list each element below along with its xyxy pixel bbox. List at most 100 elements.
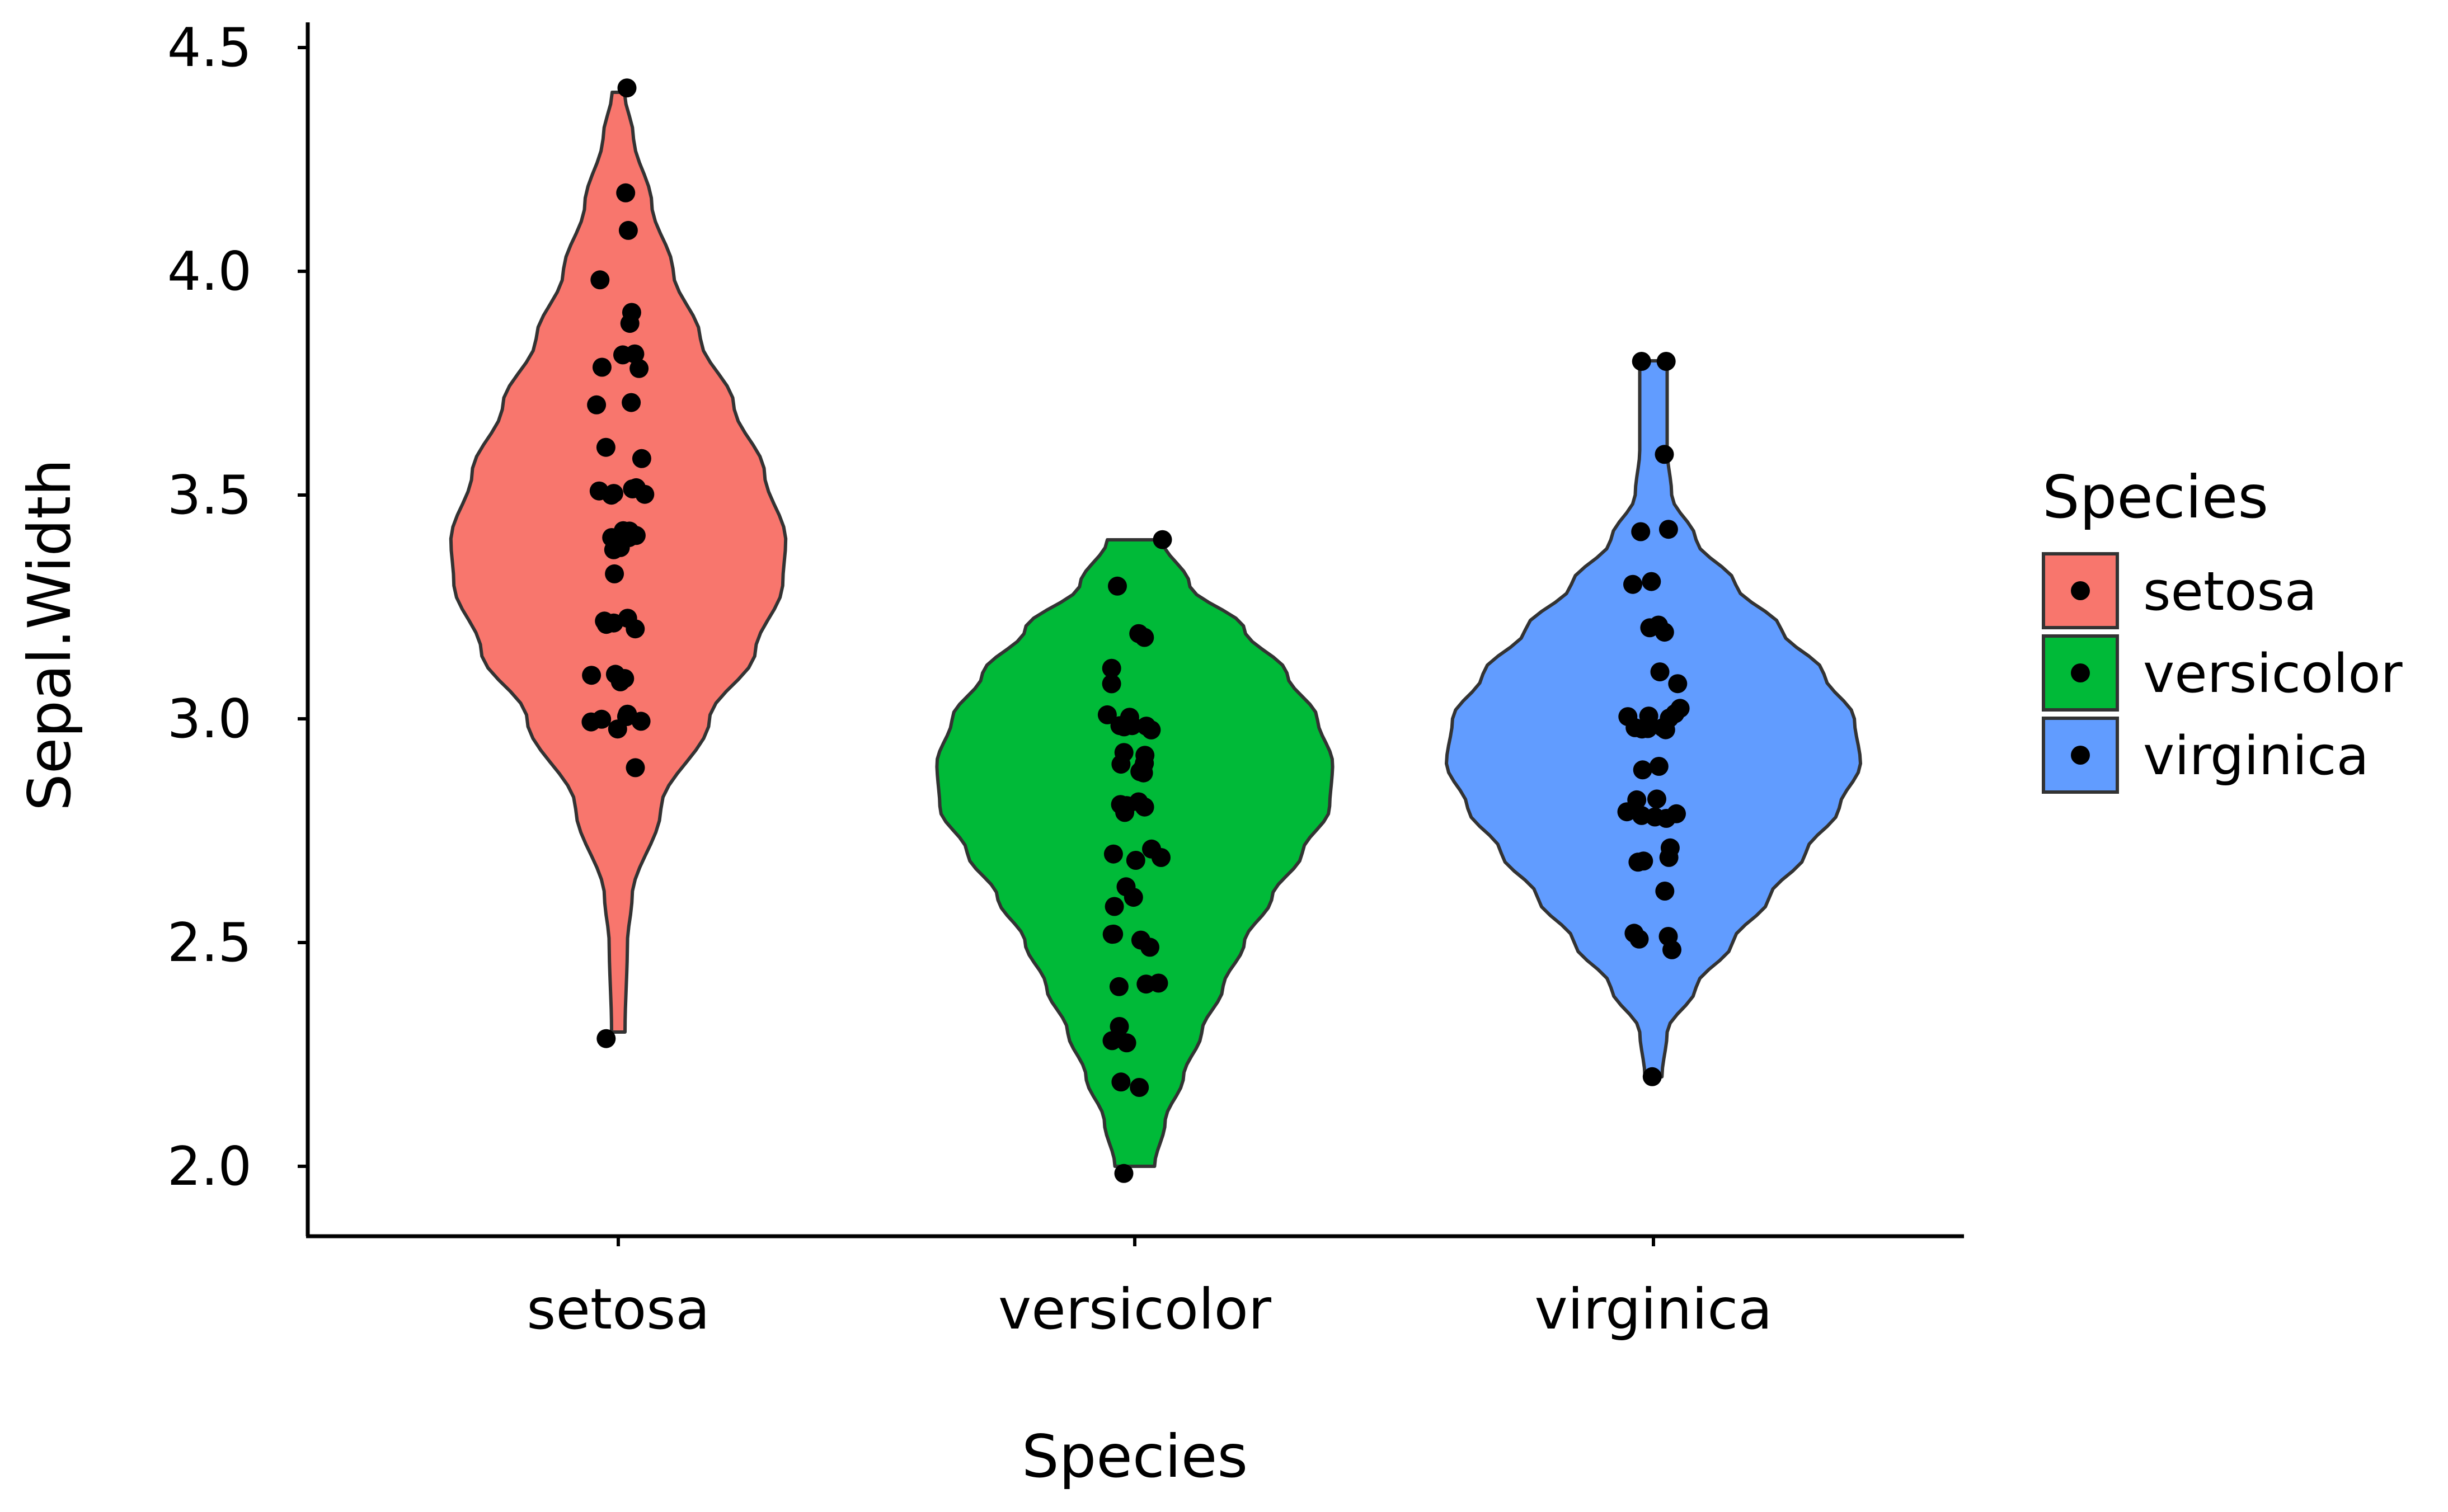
point-virginica <box>1658 927 1678 946</box>
point-versicolor <box>1105 897 1124 916</box>
point-virginica <box>1649 615 1668 635</box>
point-virginica <box>1645 807 1665 827</box>
legend-label-virginica: virginica <box>2143 726 2369 787</box>
point-virginica <box>1631 522 1651 541</box>
point-versicolor <box>1130 1078 1149 1097</box>
point-virginica <box>1642 1067 1662 1086</box>
point-versicolor <box>1120 708 1139 727</box>
point-versicolor <box>1116 877 1136 897</box>
point-setosa <box>596 1029 616 1048</box>
legend-item-versicolor: versicolor <box>2042 634 2403 712</box>
x-tick-label: versicolor <box>998 1277 1272 1342</box>
point-virginica <box>1655 445 1674 464</box>
y-tick-label: 4.5 <box>167 17 252 79</box>
point-setosa <box>616 183 636 202</box>
y-tick-label: 3.5 <box>167 465 252 526</box>
y-tick-label: 3.0 <box>167 689 252 750</box>
point-setosa <box>592 357 612 377</box>
point-versicolor <box>1129 624 1149 643</box>
point-versicolor <box>1104 924 1124 944</box>
point-versicolor <box>1097 705 1117 724</box>
point-virginica <box>1655 882 1675 901</box>
point-virginica <box>1647 789 1666 809</box>
point-virginica <box>1623 574 1642 594</box>
y-tick-label: 2.5 <box>167 912 252 974</box>
point-setosa <box>618 220 638 240</box>
y-axis-title: Sepal.Width <box>16 459 84 811</box>
point-setosa <box>605 665 625 684</box>
y-tick-label: 2.0 <box>167 1136 252 1198</box>
legend-title: Species <box>2042 463 2268 531</box>
x-tick-label: virginica <box>1535 1277 1773 1342</box>
point-setosa <box>602 486 621 505</box>
point-virginica <box>1658 520 1678 539</box>
point-virginica <box>1650 662 1670 682</box>
point-versicolor <box>1111 755 1131 774</box>
point-virginica <box>1627 790 1647 809</box>
point-versicolor <box>1103 844 1123 864</box>
point-versicolor <box>1135 746 1155 765</box>
point-setosa <box>629 359 649 378</box>
legend-point-icon <box>2071 581 2090 600</box>
point-virginica <box>1634 851 1653 871</box>
violin-setosa <box>449 91 788 1034</box>
point-versicolor <box>1111 1072 1131 1092</box>
point-versicolor <box>1102 1031 1122 1051</box>
point-setosa <box>605 564 624 583</box>
point-versicolor <box>1135 797 1154 817</box>
point-virginica <box>1633 760 1652 780</box>
legend-item-virginica: virginica <box>2042 717 2369 794</box>
point-virginica <box>1632 352 1651 371</box>
point-setosa <box>626 619 645 639</box>
point-versicolor <box>1141 720 1161 739</box>
point-setosa <box>631 712 651 731</box>
point-setosa <box>604 613 623 633</box>
point-versicolor <box>1134 763 1153 783</box>
point-versicolor <box>1110 1017 1129 1036</box>
point-setosa <box>617 78 637 98</box>
point-setosa <box>632 449 651 468</box>
legend-item-setosa: setosa <box>2042 552 2317 629</box>
point-versicolor <box>1153 530 1172 549</box>
point-setosa <box>604 540 623 559</box>
point-setosa <box>581 712 601 732</box>
point-setosa <box>587 395 607 414</box>
point-setosa <box>596 437 615 457</box>
y-tick-label: 4.0 <box>167 241 252 303</box>
point-virginica <box>1629 929 1649 949</box>
jitter-points-layer <box>581 78 1690 1183</box>
point-versicolor <box>1140 938 1159 957</box>
point-setosa <box>582 666 602 685</box>
point-versicolor <box>1149 973 1168 993</box>
point-virginica <box>1653 718 1672 737</box>
legend-point-icon <box>2071 746 2090 765</box>
point-versicolor <box>1114 1164 1134 1183</box>
point-virginica <box>1656 352 1676 371</box>
legend-label-versicolor: versicolor <box>2143 643 2403 705</box>
point-virginica <box>1659 847 1679 867</box>
point-versicolor <box>1117 1033 1136 1053</box>
point-versicolor <box>1111 795 1130 814</box>
axes-layer: 2.0 2.5 3.0 3.5 4.0 4.5 setosa versicolor virgin… <box>167 17 1964 1342</box>
point-virginica <box>1632 719 1652 739</box>
point-setosa <box>617 707 636 726</box>
point-setosa <box>622 393 641 412</box>
point-setosa <box>613 345 632 365</box>
x-tick-label: setosa <box>527 1277 710 1342</box>
x-axis-title: Species <box>1022 1422 1248 1491</box>
point-setosa <box>590 270 610 290</box>
point-virginica <box>1642 572 1661 591</box>
point-setosa <box>626 758 645 778</box>
point-setosa <box>622 303 641 322</box>
legend-label-setosa: setosa <box>2143 561 2317 623</box>
legend: Species setosa versicolor virginica <box>2042 463 2403 794</box>
point-versicolor <box>1108 576 1127 596</box>
point-versicolor <box>1109 977 1129 996</box>
point-setosa <box>620 525 639 544</box>
point-virginica <box>1649 757 1669 776</box>
point-versicolor <box>1102 658 1121 678</box>
point-versicolor <box>1102 674 1121 694</box>
point-versicolor <box>1126 851 1145 870</box>
point-virginica <box>1668 674 1688 694</box>
